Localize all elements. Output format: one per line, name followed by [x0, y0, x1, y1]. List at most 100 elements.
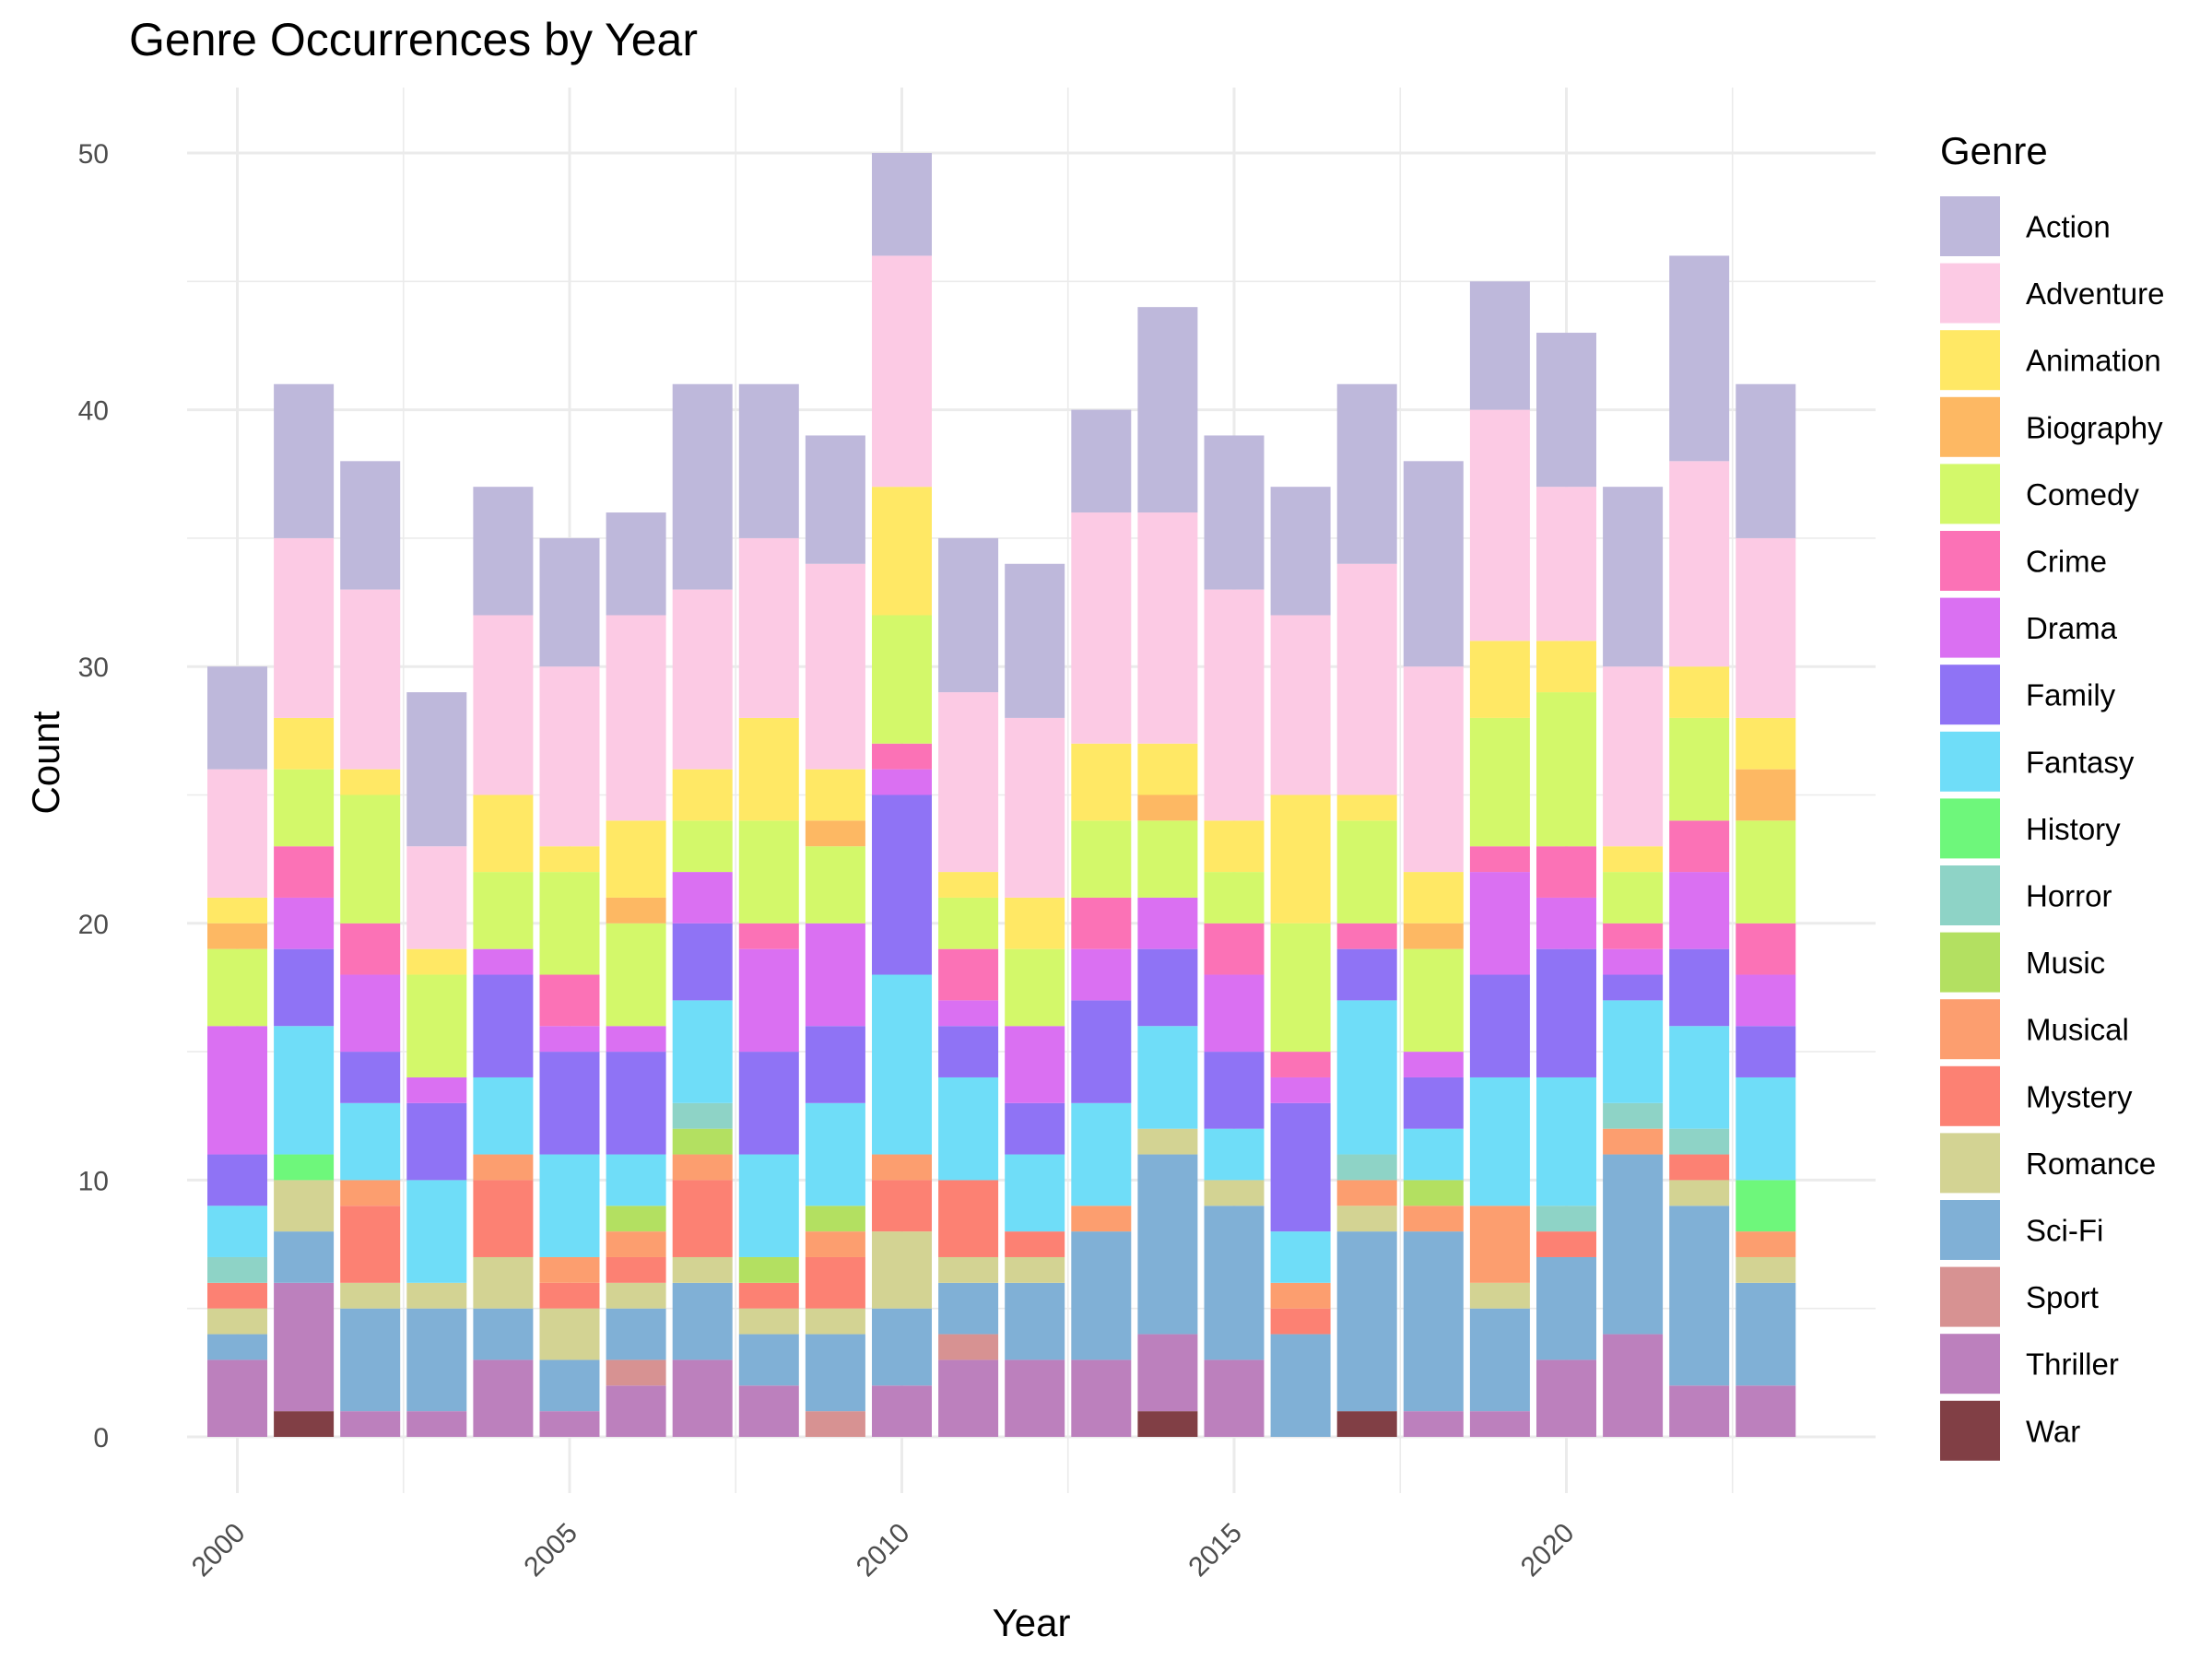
bar-segment-action-2008: [738, 383, 799, 538]
bar-segment-sci-fi-2013: [1071, 1231, 1132, 1360]
bar-segment-crime-2016: [1270, 1052, 1331, 1077]
bar-segment-family-2002: [340, 1052, 401, 1103]
bar-segment-musical-2007: [672, 1154, 733, 1181]
bar-segment-animation-2023: [1735, 717, 1796, 770]
bar-segment-sci-fi-2017: [1336, 1231, 1397, 1412]
bar-segment-action-2015: [1204, 435, 1265, 590]
x-tick-label: 2020: [1515, 1518, 1581, 1583]
bar-segment-family-2014: [1137, 948, 1198, 1027]
bar-segment-action-2001: [274, 383, 335, 538]
bar-segment-romance-2010: [872, 1231, 932, 1309]
bar-segment-romance-2000: [207, 1308, 267, 1335]
bar-segment-comedy-2006: [606, 923, 666, 1027]
bar-segment-action-2012: [1005, 563, 1065, 718]
bar-segment-fantasy-2002: [340, 1102, 401, 1181]
bar-segment-comedy-2017: [1336, 820, 1397, 924]
bar-segment-biography-2006: [606, 897, 666, 924]
bar-segment-thriller-2011: [938, 1359, 999, 1437]
bar-segment-romance-2008: [738, 1308, 799, 1335]
bar-segment-action-2011: [938, 537, 999, 693]
bar-segment-mystery-2008: [738, 1282, 799, 1309]
bar-segment-sci-fi-2002: [340, 1308, 401, 1412]
bar-segment-romance-2015: [1204, 1180, 1265, 1206]
bar-segment-action-2009: [805, 435, 865, 564]
bar-segment-animation-2005: [539, 846, 600, 873]
bar-segment-comedy-2014: [1137, 820, 1198, 898]
bar-segment-sci-fi-2005: [539, 1359, 600, 1412]
bar-segment-comedy-2001: [274, 769, 335, 847]
legend-label-crime: Crime: [2026, 545, 2107, 579]
bar-segment-fantasy-2019: [1469, 1077, 1530, 1206]
bar-segment-mystery-2016: [1270, 1308, 1331, 1335]
bar-segment-thriller-2005: [539, 1411, 600, 1437]
legend-key-comedy: [1940, 464, 2000, 524]
bar-segment-musical-2010: [872, 1154, 932, 1181]
bar-segment-adventure-2008: [738, 537, 799, 718]
bar-segment-biography-2009: [805, 820, 865, 847]
bar-segment-family-2015: [1204, 1052, 1265, 1129]
bar-segment-adventure-2006: [606, 615, 666, 821]
legend-key-romance: [1940, 1133, 2000, 1194]
stacked-bars: [207, 153, 1796, 1437]
bar-segment-sci-fi-2001: [274, 1231, 335, 1283]
bar-segment-romance-2001: [274, 1180, 335, 1232]
bar-segment-crime-2017: [1336, 923, 1397, 949]
legend-label-history: History: [2026, 812, 2121, 846]
bar-segment-family-2023: [1735, 1026, 1796, 1077]
bar-segment-family-2009: [805, 1026, 865, 1103]
bar-segment-crime-2022: [1669, 820, 1730, 873]
bar-segment-animation-2011: [938, 872, 999, 898]
legend-label-horror: Horror: [2026, 879, 2112, 913]
legend-key-action: [1940, 196, 2000, 256]
bar-segment-horror-2022: [1669, 1128, 1730, 1155]
bar-segment-action-2014: [1137, 307, 1198, 513]
bar-segment-drama-2003: [406, 1077, 467, 1103]
bar-segment-fantasy-2012: [1005, 1154, 1065, 1232]
bar-segment-musical-2005: [539, 1256, 600, 1283]
bar-segment-drama-2023: [1735, 974, 1796, 1027]
bar-segment-musical-2021: [1603, 1128, 1664, 1155]
legend-label-biography: Biography: [2026, 410, 2163, 444]
bar-segment-biography-2014: [1137, 794, 1198, 821]
legend-key-family: [1940, 665, 2000, 725]
bar-segment-animation-2000: [207, 897, 267, 924]
bar-segment-thriller-2000: [207, 1359, 267, 1437]
bar-segment-fantasy-2014: [1137, 1026, 1198, 1129]
legend-label-mystery: Mystery: [2026, 1079, 2133, 1113]
bar-segment-animation-2018: [1403, 872, 1464, 924]
bar-segment-action-2005: [539, 537, 600, 667]
bar-segment-adventure-2010: [872, 255, 932, 488]
bar-segment-crime-2021: [1603, 923, 1664, 949]
bar-segment-mystery-2020: [1536, 1231, 1596, 1257]
bar-segment-mystery-2011: [938, 1180, 999, 1257]
bar-segment-musical-2016: [1270, 1282, 1331, 1309]
bar-segment-drama-2014: [1137, 897, 1198, 949]
bar-segment-drama-2001: [274, 897, 335, 949]
bar-segment-drama-2005: [539, 1026, 600, 1053]
bar-segment-drama-2016: [1270, 1077, 1331, 1103]
bar-segment-sci-fi-2003: [406, 1308, 467, 1412]
bar-segment-family-2012: [1005, 1102, 1065, 1155]
bar-segment-family-2005: [539, 1052, 600, 1155]
legend-key-crime: [1940, 531, 2000, 591]
bar-segment-animation-2008: [738, 717, 799, 821]
bar-segment-drama-2009: [805, 923, 865, 1027]
bar-segment-history-2023: [1735, 1180, 1796, 1232]
bar-segment-comedy-2002: [340, 794, 401, 924]
bar-segment-drama-2020: [1536, 897, 1596, 949]
bar-segment-comedy-2010: [872, 615, 932, 744]
bar-segment-drama-2015: [1204, 974, 1265, 1053]
bar-segment-comedy-2021: [1603, 872, 1664, 924]
bar-segment-action-2004: [473, 487, 534, 616]
bar-segment-adventure-2018: [1403, 666, 1464, 873]
bar-segment-fantasy-2018: [1403, 1128, 1464, 1181]
bar-segment-thriller-2006: [606, 1385, 666, 1437]
bar-segment-sci-fi-2019: [1469, 1308, 1530, 1412]
bar-segment-crime-2002: [340, 923, 401, 975]
bar-segment-adventure-2015: [1204, 589, 1265, 821]
bar-segment-action-2006: [606, 512, 666, 616]
bar-segment-animation-2015: [1204, 820, 1265, 873]
bar-segment-adventure-2019: [1469, 409, 1530, 641]
bar-segment-mystery-2009: [805, 1256, 865, 1309]
